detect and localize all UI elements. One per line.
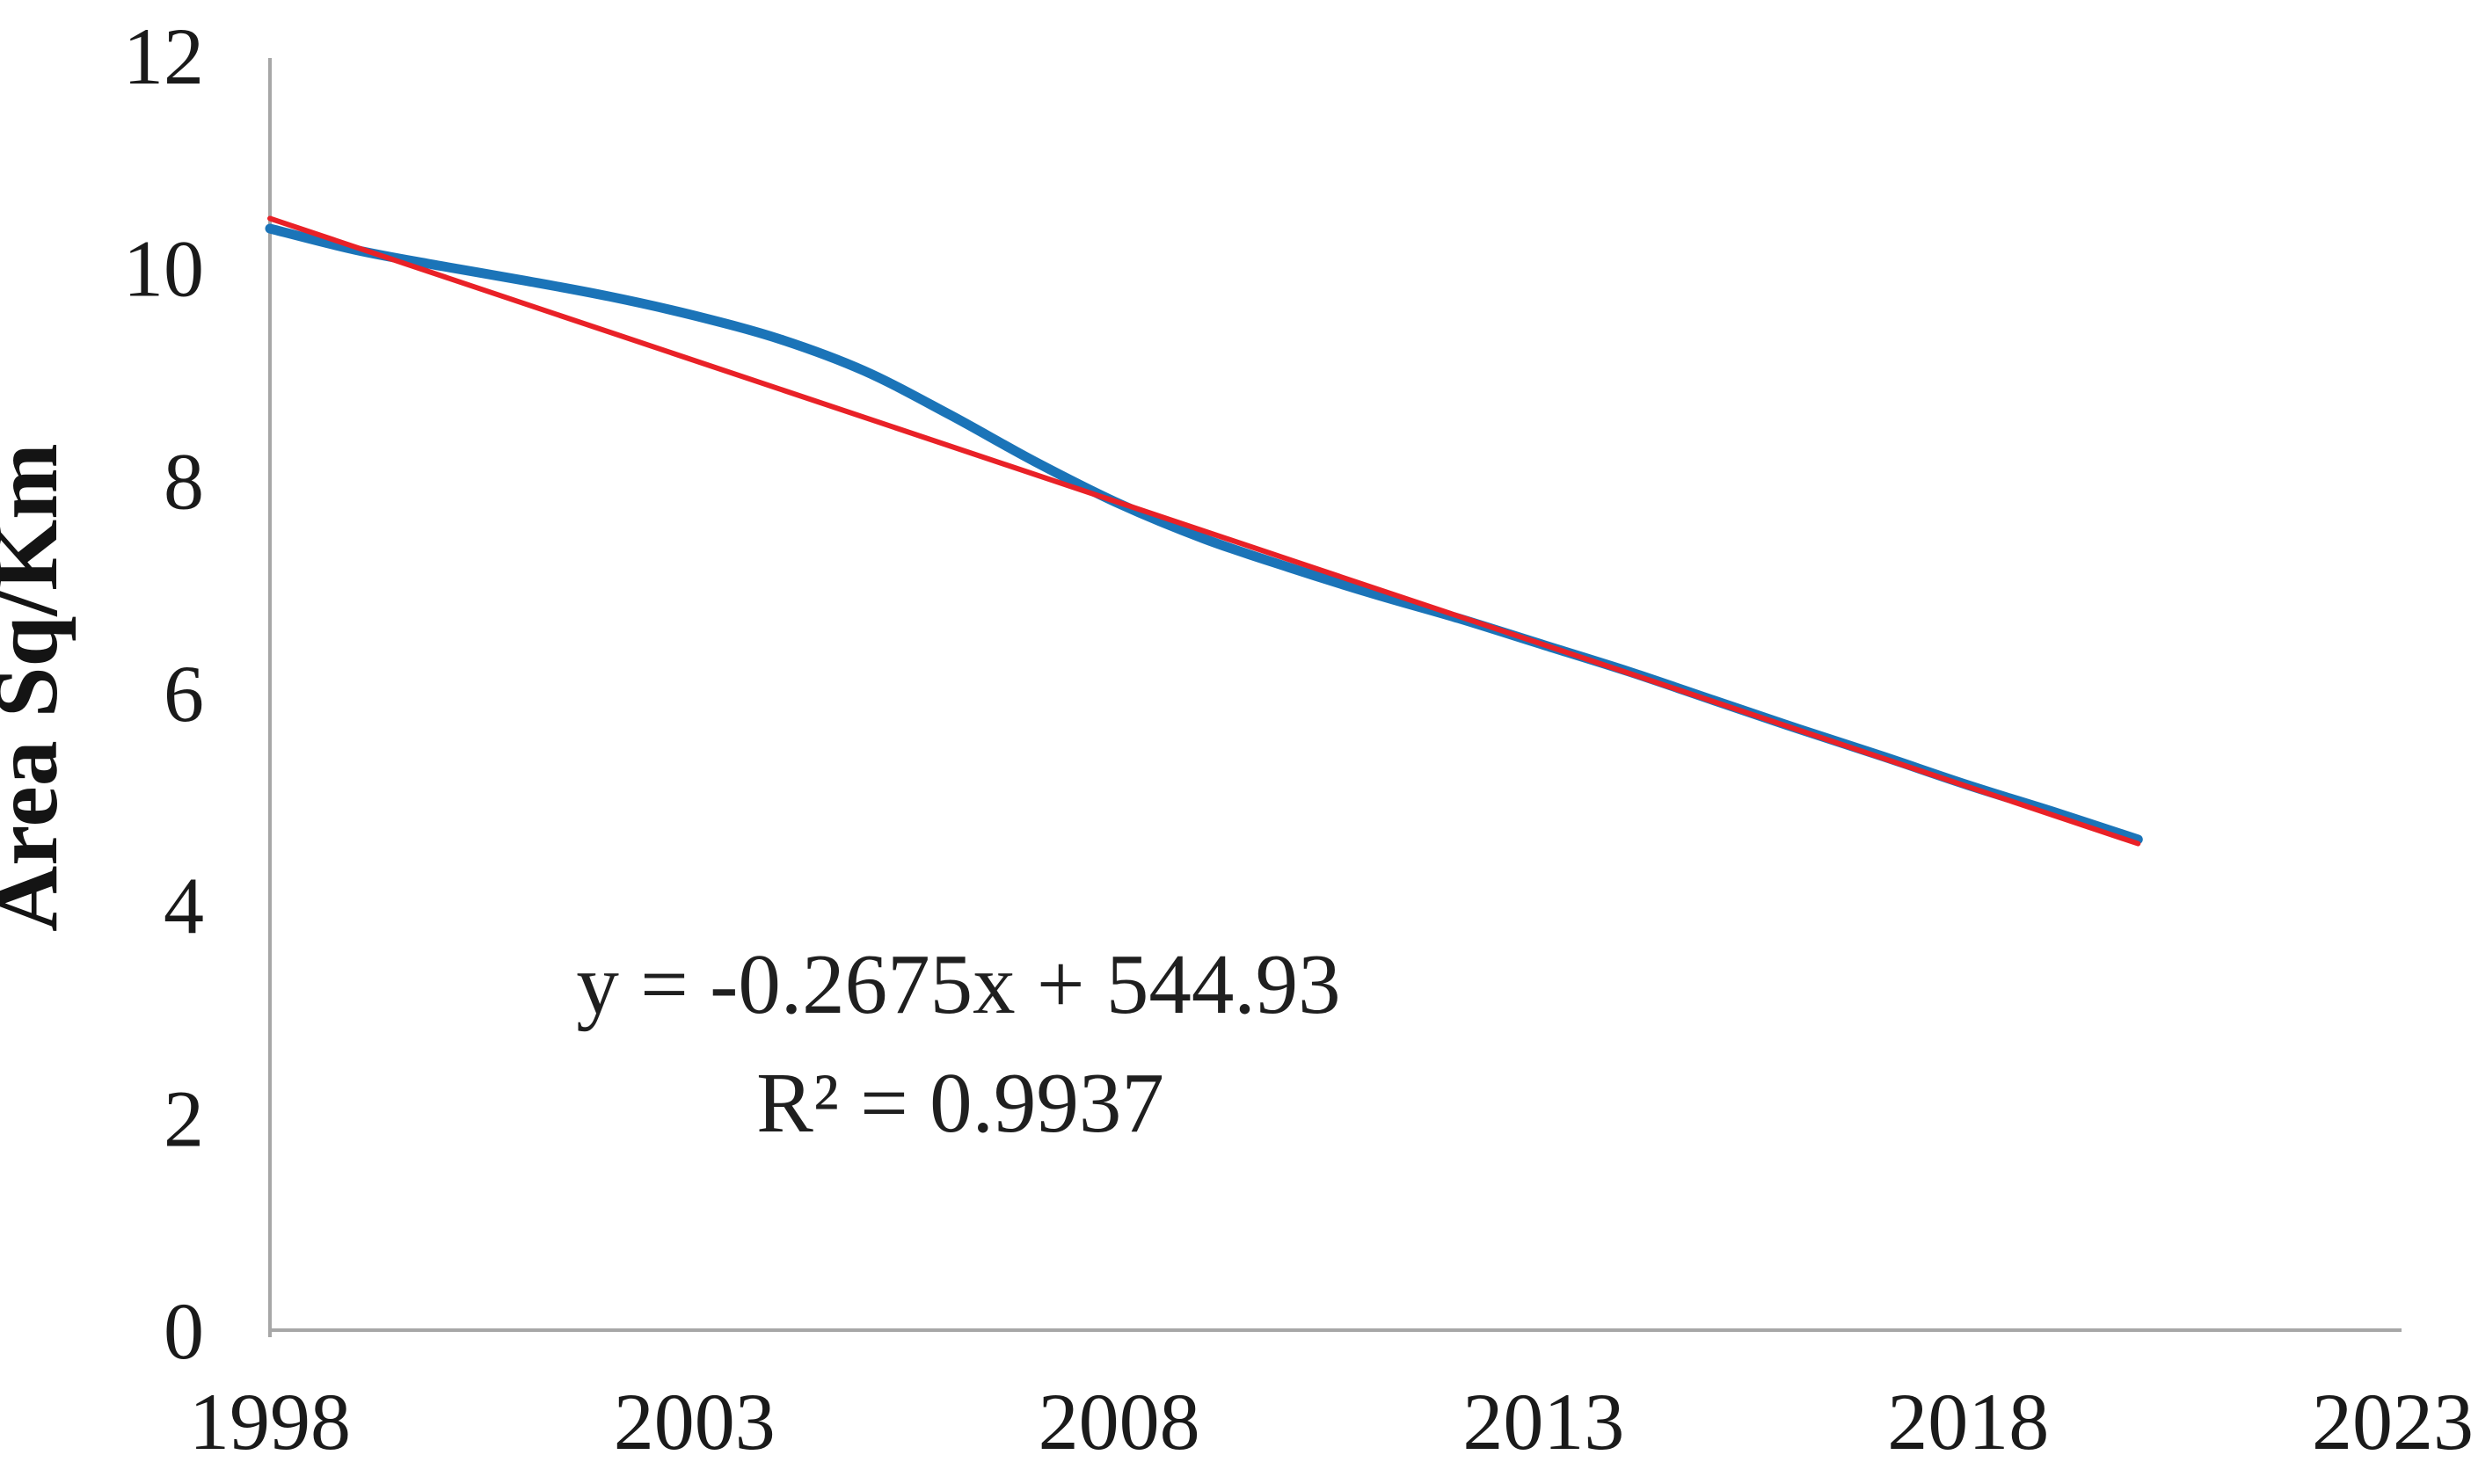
y-tick-label: 8 xyxy=(164,436,204,526)
axes-layer xyxy=(268,58,2402,1337)
trendline-equation-label: y = -0.2675x + 544.93 xyxy=(576,937,1340,1031)
y-tick-label: 0 xyxy=(164,1286,204,1376)
x-tick-label: 2013 xyxy=(1462,1377,1624,1466)
x-tick-label: 2008 xyxy=(1039,1377,1200,1466)
x-axis-tick-labels: 1998 2003 2008 2013 2018 2023 xyxy=(189,1377,2471,1466)
trendline xyxy=(267,215,2141,847)
series-layer xyxy=(265,215,2143,847)
x-tick-label: 1998 xyxy=(189,1377,351,1466)
x-tick-label: 2023 xyxy=(2312,1377,2471,1466)
x-tick-label: 2003 xyxy=(614,1377,776,1466)
y-tick-label: 2 xyxy=(164,1073,204,1163)
y-axis-title: Area Sq/Km xyxy=(0,443,77,932)
x-tick-label: 2018 xyxy=(1887,1377,2049,1466)
trendline-r-squared-label: R² = 0.9937 xyxy=(756,1056,1164,1150)
y-tick-label: 12 xyxy=(123,11,204,101)
y-axis-tick-labels: 0 2 4 6 8 10 12 xyxy=(123,11,204,1376)
y-tick-label: 6 xyxy=(164,649,204,738)
y-tick-label: 4 xyxy=(164,862,204,951)
y-tick-label: 10 xyxy=(123,224,204,314)
